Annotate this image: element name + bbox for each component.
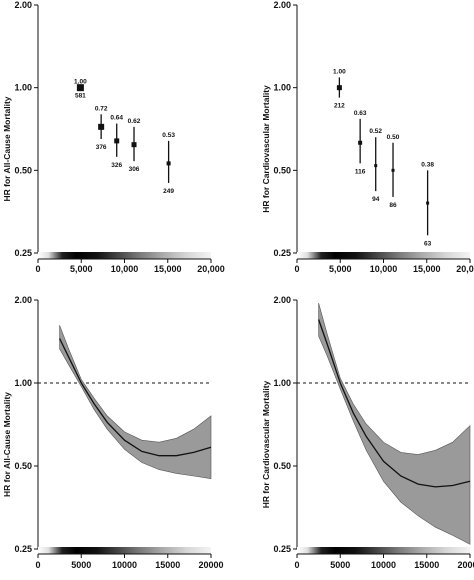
- y-tick-label: 1.00: [14, 83, 32, 93]
- point-marker: [131, 142, 137, 148]
- hr-curve: [317, 319, 471, 488]
- count-label: 249: [163, 188, 174, 195]
- hr-label: 0.63: [354, 110, 367, 117]
- x-tick-label: 5,000: [329, 264, 352, 274]
- confidence-band: [59, 325, 212, 479]
- hr-label: 0.72: [95, 105, 108, 112]
- count-label: 94: [372, 196, 380, 203]
- x-tick-label: 15000: [155, 560, 180, 570]
- point-marker: [114, 138, 120, 144]
- x-distribution-strip: [297, 252, 470, 259]
- count-label: 116: [355, 168, 366, 175]
- count-label: 581: [75, 93, 86, 100]
- y-tick-label: 0.50: [273, 461, 291, 471]
- count-label: 86: [389, 202, 397, 209]
- confidence-band: [318, 302, 471, 545]
- y-tick-label: 2.00: [14, 295, 32, 305]
- hr-label: 0.52: [369, 128, 382, 135]
- y-axis-title: HR for Cardiovascular Mortality: [261, 380, 271, 508]
- y-tick-label: 0.50: [14, 165, 32, 175]
- x-distribution-strip: [38, 547, 211, 554]
- y-tick-label: 1.00: [14, 378, 32, 388]
- point-marker: [391, 168, 395, 172]
- chart-panel-4: 0.25 0.50 1.00 2.00 HR for Cardiovascular Mo…: [261, 295, 474, 570]
- x-tick-label: 15,000: [413, 264, 441, 274]
- point-marker: [426, 201, 430, 205]
- y-axis-title: HR for All-Cause Mortality: [2, 96, 12, 201]
- y-axis-title: HR for All-Cause Mortality: [2, 392, 12, 497]
- y-tick-label: 1.00: [273, 83, 291, 93]
- y-tick-label: 0.50: [273, 165, 291, 175]
- hr-label: 0.53: [162, 132, 175, 139]
- y-tick-label: 0.25: [14, 544, 32, 554]
- x-tick-label: 20000: [457, 560, 474, 570]
- point-marker: [358, 140, 363, 145]
- x-tick-label: 5000: [71, 560, 91, 570]
- x-tick-label: 10,000: [111, 264, 139, 274]
- y-tick-label: 0.25: [273, 248, 291, 258]
- point-marker: [166, 161, 171, 166]
- count-label: 63: [424, 240, 432, 247]
- point-marker: [76, 84, 84, 92]
- x-tick-label: 15000: [414, 560, 439, 570]
- x-tick-label: 0: [294, 264, 299, 274]
- hr-label: 0.62: [128, 118, 141, 125]
- x-tick-label: 15,000: [154, 264, 182, 274]
- x-distribution-strip: [297, 547, 470, 554]
- hr-curve: [59, 338, 212, 457]
- count-label: 212: [334, 103, 345, 110]
- hr-label: 1.00: [333, 68, 346, 75]
- chart-panel-1: 0.25 0.50 1.00 2.00 HR for All-Cause Mortali…: [2, 0, 225, 274]
- x-tick-label: 20000: [198, 560, 223, 570]
- y-tick-label: 2.00: [14, 0, 32, 10]
- point-marker: [98, 123, 105, 130]
- y-axis-title: HR for Cardiovascular Mortality: [261, 85, 271, 213]
- point-marker: [374, 164, 378, 168]
- hr-label: 0.38: [421, 161, 434, 168]
- hr-label: 0.50: [387, 134, 400, 141]
- chart-panel-3: 0.25 0.50 1.00 2.00 HR for All-Cause Mortali…: [2, 295, 224, 570]
- chart-panel-2: 0.25 0.50 1.00 2.00 HR for Cardiovascular Mo…: [261, 0, 474, 274]
- x-tick-label: 20,000: [456, 264, 474, 274]
- y-tick-label: 0.25: [14, 248, 32, 258]
- hr-label: 0.64: [110, 115, 123, 122]
- x-tick-label: 0: [35, 264, 40, 274]
- count-label: 306: [129, 166, 140, 173]
- x-tick-label: 10000: [112, 560, 137, 570]
- x-tick-label: 0: [35, 560, 40, 570]
- count-label: 376: [96, 144, 107, 151]
- x-distribution-strip: [38, 252, 211, 259]
- y-tick-label: 0.50: [14, 461, 32, 471]
- x-tick-label: 10000: [371, 560, 396, 570]
- hr-label: 1.00: [74, 79, 87, 86]
- x-tick-label: 20,000: [197, 264, 225, 274]
- y-tick-label: 1.00: [273, 378, 291, 388]
- point-marker: [336, 85, 342, 91]
- y-tick-label: 2.00: [273, 295, 291, 305]
- x-tick-label: 5000: [330, 560, 350, 570]
- x-tick-label: 5,000: [70, 264, 93, 274]
- x-tick-label: 0: [294, 560, 299, 570]
- x-tick-label: 10,000: [370, 264, 398, 274]
- y-tick-label: 0.25: [273, 544, 291, 554]
- y-tick-label: 2.00: [273, 0, 291, 10]
- count-label: 326: [111, 162, 122, 169]
